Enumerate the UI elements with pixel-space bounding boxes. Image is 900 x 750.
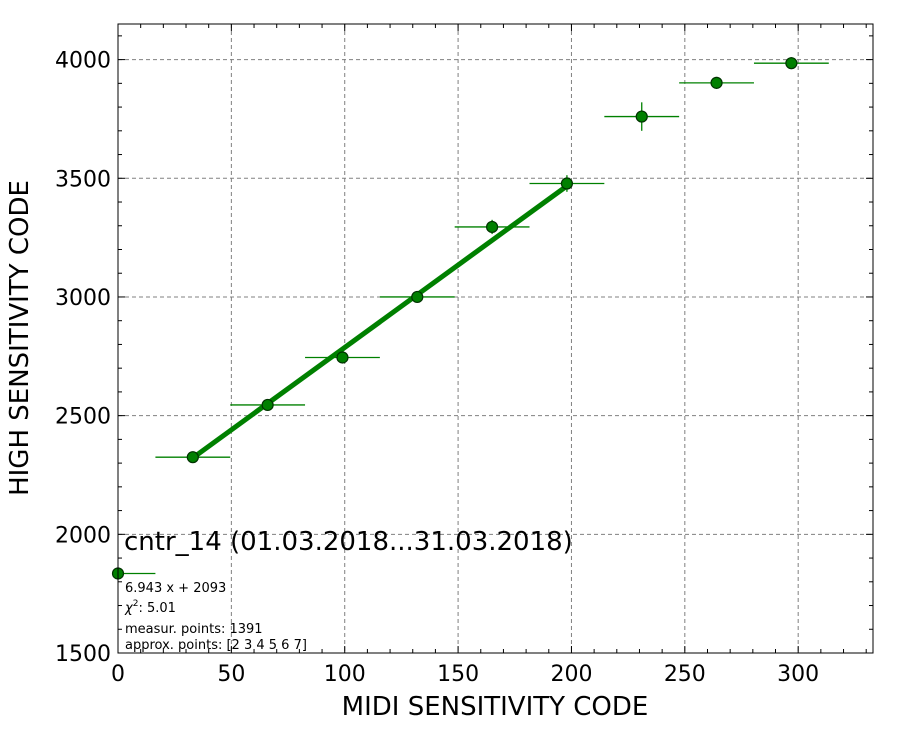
data-point: [710, 76, 723, 89]
fit-equation-label: 6.943 x + 2093: [125, 581, 226, 596]
data-points: [111, 57, 798, 580]
data-point: [336, 351, 349, 364]
axis-ticks: [117, 24, 873, 654]
data-point: [485, 220, 499, 234]
x-tick-label: 150: [437, 662, 479, 687]
x-tick-label: 100: [324, 662, 366, 687]
data-point: [186, 451, 199, 464]
x-tick-label: 300: [777, 662, 819, 687]
approx-points-label: approx. points: [2 3 4 5 6 7]: [125, 638, 307, 653]
fit-line: [191, 183, 569, 460]
x-tick-label: 50: [217, 662, 245, 687]
data-point: [261, 398, 274, 412]
data-point: [635, 110, 648, 123]
grid-lines: [118, 24, 873, 653]
chi2-value: : 5.01: [138, 601, 175, 616]
y-tick-label: 3500: [55, 167, 111, 192]
plot-frame: [117, 23, 874, 654]
channel-label: cntr_14 (01.03.2018...31.03.2018): [124, 527, 573, 557]
chi2-power: 2: [133, 599, 139, 609]
y-tick-label: 2500: [55, 405, 111, 430]
data-point: [785, 57, 798, 70]
y-tick-labels: 1500 2000 2500 3000 3500 4000: [55, 49, 111, 667]
y-tick-label: 3000: [55, 286, 111, 311]
x-tick-label: 250: [664, 662, 706, 687]
y-tick-label: 4000: [55, 49, 111, 74]
y-tick-label: 1500: [55, 642, 111, 667]
y-tick-label: 2000: [55, 523, 111, 548]
x-tick-labels: 0 50 100 150 200 250 300: [111, 662, 819, 687]
y-axis-title: HIGH SENSITIVITY CODE: [5, 180, 35, 496]
data-point: [560, 177, 574, 190]
measured-points-label: measur. points: 1391: [125, 622, 263, 637]
x-axis-title: MIDI SENSITIVITY CODE: [342, 692, 649, 722]
x-tick-label: 0: [111, 662, 125, 687]
x-tick-label: 200: [550, 662, 592, 687]
chi2-symbol: χ: [124, 601, 134, 616]
error-bars: [117, 57, 829, 576]
data-point: [411, 290, 424, 304]
chi2-label: χ2: 5.01: [124, 599, 176, 616]
